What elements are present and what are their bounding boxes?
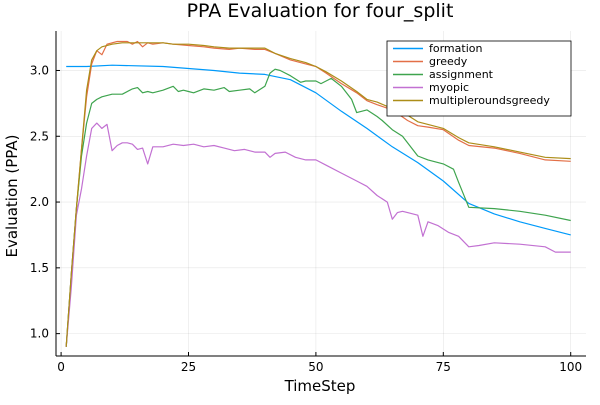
y-tick-label: 2.0 bbox=[30, 195, 49, 209]
x-tick-label: 100 bbox=[559, 360, 582, 374]
series-line-formation bbox=[66, 64, 571, 236]
axes bbox=[55, 31, 586, 357]
x-tick-label: 50 bbox=[308, 360, 323, 374]
legend-label-myopic: myopic bbox=[429, 81, 469, 94]
series-lines bbox=[65, 40, 571, 347]
chart-title: PPA Evaluation for four_split bbox=[187, 0, 454, 22]
y-tick-label: 2.5 bbox=[30, 129, 49, 143]
legend-box bbox=[386, 40, 572, 117]
legend-label-multipleroundsgreedy: multipleroundsgreedy bbox=[429, 94, 550, 107]
x-tick-label: 0 bbox=[57, 360, 65, 374]
x-axis-title: TimeStep bbox=[284, 377, 356, 395]
legend: formationgreedyassignmentmyopicmultipler… bbox=[386, 40, 572, 117]
series-line-assignment bbox=[65, 68, 571, 347]
y-tick-label: 1.5 bbox=[30, 261, 49, 275]
legend-label-assignment: assignment bbox=[429, 68, 494, 81]
legend-label-formation: formation bbox=[429, 42, 482, 55]
y-axis-title: Evaluation (PPA) bbox=[3, 134, 21, 257]
y-tick-label: 1.0 bbox=[30, 327, 49, 341]
series-line-multipleroundsgreedy bbox=[65, 42, 571, 347]
x-tick-label: 75 bbox=[436, 360, 451, 374]
series-line-myopic bbox=[65, 122, 571, 347]
tick-labels: 0 25 50 75 100 1.0 1.5 2.0 2.5 3.0 bbox=[30, 63, 582, 374]
series-line-greedy bbox=[65, 40, 571, 347]
legend-label-greedy: greedy bbox=[429, 55, 468, 68]
x-tick-label: 25 bbox=[181, 360, 196, 374]
y-tick-label: 3.0 bbox=[30, 63, 49, 77]
